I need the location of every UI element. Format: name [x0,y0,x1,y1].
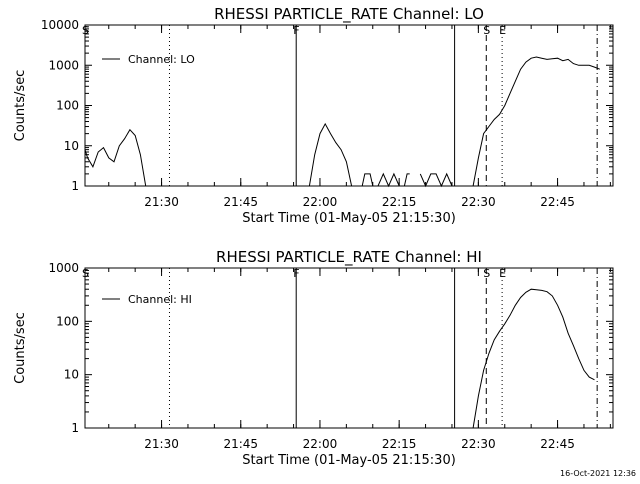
x-axis-label: Start Time (01-May-05 21:15:30) [242,211,456,226]
y-tick-label: 10000 [41,18,79,32]
x-tick-label: 22:30 [461,437,496,451]
y-tick-label: 10 [64,368,79,382]
x-tick-label: 22:15 [382,195,417,209]
plot-frame [84,267,614,429]
y-tick-label: 1000 [48,261,79,275]
series-line [361,172,410,188]
series-line [419,172,453,188]
x-tick-label: 22:00 [303,437,338,451]
event-marker-label: E [499,267,506,280]
event-marker-label: S [483,267,490,280]
event-marker-label: F [293,267,299,280]
x-tick-label: 22:00 [303,195,338,209]
y-axis-label: Counts/sec [13,312,28,384]
x-tick-label: 21:45 [223,195,258,209]
event-marker-label: E [499,24,506,37]
event-marker-label: S [82,24,89,37]
y-tick-label: 1 [71,421,79,435]
series-line [308,122,353,187]
x-tick-label: 22:30 [461,195,496,209]
chart-title: RHESSI PARTICLE_RATE Channel: LO [214,5,484,24]
x-axis-label: Start Time (01-May-05 21:15:30) [242,453,456,468]
plot-frame [84,24,614,187]
x-tick-label: 21:45 [223,437,258,451]
x-tick-label: 22:45 [540,195,575,209]
series-line [472,56,600,187]
chart-title: RHESSI PARTICLE_RATE Channel: HI [216,248,482,267]
legend-entry: Channel: LO [128,53,195,66]
y-tick-label: 1 [71,179,79,193]
legend-entry: Channel: HI [128,293,192,306]
x-tick-label: 22:15 [382,437,417,451]
y-tick-label: 1000 [48,58,79,72]
x-tick-label: 22:45 [540,437,575,451]
y-tick-label: 10 [64,139,79,153]
event-marker-label: S [483,24,490,37]
x-tick-label: 21:30 [144,195,179,209]
x-tick-label: 21:30 [144,437,179,451]
panel-hi-channel: RHESSI PARTICLE_RATE Channel: HI Counts/s… [13,248,614,468]
series-line [472,288,595,429]
series-line [84,128,147,187]
event-marker-label: S [82,267,89,280]
panel-lo-channel: RHESSI PARTICLE_RATE Channel: LO Counts/s… [13,5,614,226]
timestamp-footer: 16-Oct-2021 12:36 [560,469,636,478]
event-marker-label: F [293,24,299,37]
y-tick-label: 100 [56,314,79,328]
y-tick-label: 100 [56,99,79,113]
y-axis-label: Counts/sec [13,70,28,142]
